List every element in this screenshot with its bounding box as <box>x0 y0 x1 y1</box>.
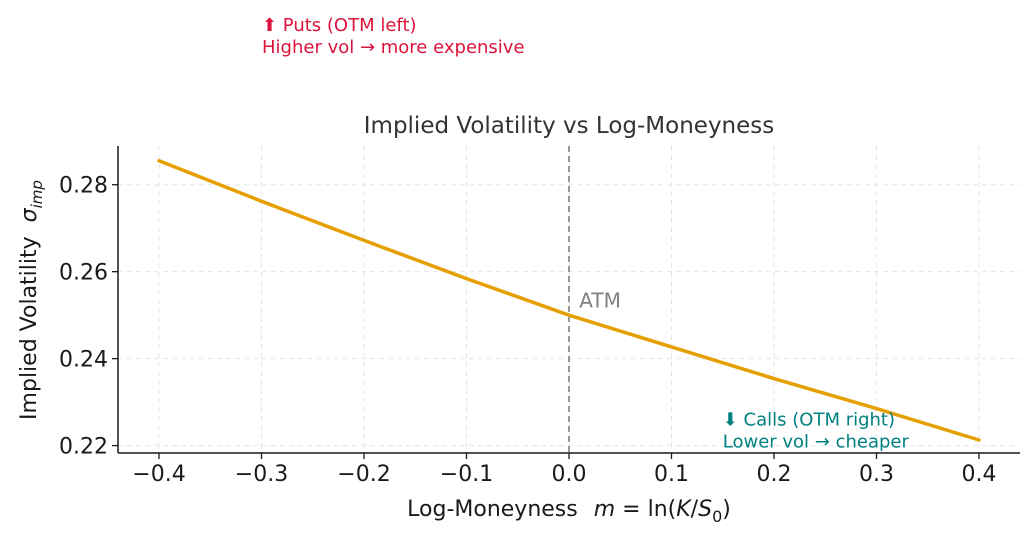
x-axis-math-s: S <box>698 497 712 522</box>
x-tick-label: 0.3 <box>859 462 894 487</box>
x-axis-math-sub: 0 <box>712 507 722 526</box>
annotation-calls-line-1: ⬇ Calls (OTM right) <box>723 410 895 431</box>
ticks-layer: −0.4 −0.3 −0.2 −0.1 0.0 0.1 0.2 0.3 0.4 0.22 0.24 0… <box>59 174 996 487</box>
x-tick-label: 0.4 <box>962 462 997 487</box>
x-axis-math-eq: = ln( <box>615 497 676 522</box>
y-axis-math-sigma: σ <box>17 207 42 222</box>
grid-layer <box>118 146 1020 453</box>
y-tick-label: 0.28 <box>59 174 108 199</box>
series-layer <box>157 159 981 442</box>
x-tick-label: −0.4 <box>132 462 185 487</box>
x-tick-label: 0.1 <box>654 462 689 487</box>
y-tick-label: 0.26 <box>59 261 108 286</box>
y-tick-label: 0.22 <box>59 435 108 460</box>
x-axis-title-text: Log-Moneyness <box>407 497 578 522</box>
series-line <box>157 159 981 442</box>
x-axis-math-slash: / <box>691 497 699 522</box>
annotation-calls-line-2: Lower vol → cheaper <box>723 432 910 453</box>
x-axis-math-close: ) <box>722 497 731 522</box>
x-axis-title: Log-Moneyness m = ln(K/S0) <box>407 497 731 526</box>
x-axis-math-k: K <box>676 497 692 522</box>
x-tick-label: 0.2 <box>757 462 792 487</box>
annotation-puts-line-2: Higher vol → more expensive <box>262 37 525 58</box>
x-tick-label: −0.1 <box>440 462 493 487</box>
x-axis-math-m: m <box>594 497 615 522</box>
y-axis-title-text: Implied Volatility <box>17 236 42 420</box>
annotation-puts-line-1: ⬆ Puts (OTM left) <box>262 15 417 36</box>
y-axis-math-sub: imp <box>28 180 46 208</box>
y-tick-label: 0.24 <box>59 348 108 373</box>
annotation-puts: ⬆ Puts (OTM left) Higher vol → more expe… <box>262 15 525 58</box>
chart-title: Implied Volatility vs Log-Moneyness <box>364 113 775 139</box>
y-axis-title: Implied Volatility σimp <box>17 180 46 420</box>
atm-label: ATM <box>579 288 621 312</box>
x-tick-label: −0.2 <box>337 462 390 487</box>
x-tick-label: 0.0 <box>552 462 587 487</box>
x-tick-label: −0.3 <box>235 462 288 487</box>
annotation-calls: ⬇ Calls (OTM right) Lower vol → cheaper <box>723 410 910 453</box>
